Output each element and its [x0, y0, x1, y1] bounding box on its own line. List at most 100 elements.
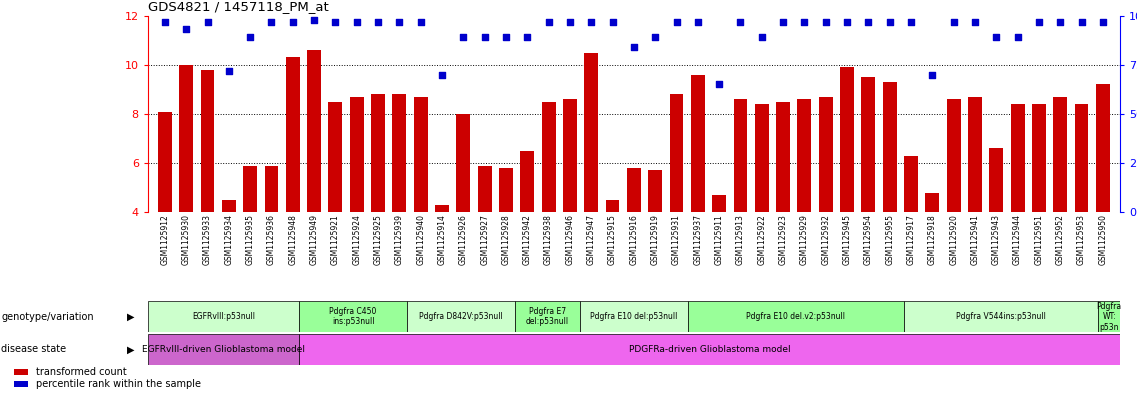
Text: GSM1125933: GSM1125933 — [204, 214, 211, 265]
Point — [219, 68, 238, 74]
Point — [966, 18, 985, 25]
Text: GSM1125945: GSM1125945 — [843, 214, 852, 265]
Text: percentile rank within the sample: percentile rank within the sample — [35, 379, 200, 389]
Bar — [840, 67, 854, 212]
Bar — [606, 200, 620, 212]
Bar — [222, 200, 235, 212]
Bar — [989, 148, 1003, 212]
Text: GSM1125952: GSM1125952 — [1056, 214, 1064, 265]
Text: GSM1125931: GSM1125931 — [672, 214, 681, 265]
Bar — [243, 165, 257, 212]
Bar — [670, 94, 683, 212]
Text: transformed count: transformed count — [35, 367, 126, 376]
Bar — [1032, 104, 1046, 212]
Text: GSM1125953: GSM1125953 — [1077, 214, 1086, 265]
Bar — [584, 53, 598, 212]
Text: GSM1125932: GSM1125932 — [821, 214, 830, 265]
Point — [348, 18, 366, 25]
Bar — [712, 195, 727, 212]
Text: Pdgfra E10 del:p53null: Pdgfra E10 del:p53null — [590, 312, 678, 321]
Bar — [691, 75, 705, 212]
Bar — [688, 301, 904, 332]
Bar — [521, 151, 534, 212]
Bar — [329, 102, 342, 212]
Text: Pdgfra C450
ins:p53null: Pdgfra C450 ins:p53null — [330, 307, 376, 327]
Point — [796, 18, 814, 25]
Bar — [15, 381, 28, 387]
Point — [561, 18, 579, 25]
Text: GSM1125927: GSM1125927 — [480, 214, 489, 265]
Text: GSM1125916: GSM1125916 — [630, 214, 638, 265]
Text: Pdgfra
WT:
p53n: Pdgfra WT: p53n — [1096, 302, 1122, 332]
Text: GSM1125947: GSM1125947 — [587, 214, 596, 265]
Point — [326, 18, 345, 25]
Bar — [371, 94, 385, 212]
Text: GSM1125950: GSM1125950 — [1098, 214, 1107, 265]
Bar — [626, 168, 641, 212]
Text: GSM1125919: GSM1125919 — [650, 214, 659, 265]
Text: EGFRvIII-driven Glioblastoma model: EGFRvIII-driven Glioblastoma model — [142, 345, 305, 354]
Text: PDGFRa-driven Glioblastoma model: PDGFRa-driven Glioblastoma model — [629, 345, 790, 354]
Point — [731, 18, 749, 25]
Point — [198, 18, 216, 25]
Bar — [968, 97, 982, 212]
Text: GSM1125949: GSM1125949 — [309, 214, 318, 265]
Bar — [947, 99, 961, 212]
Point — [305, 17, 323, 23]
Bar — [904, 301, 1098, 332]
Point — [539, 18, 557, 25]
Text: GSM1125926: GSM1125926 — [459, 214, 467, 265]
Point — [475, 34, 493, 40]
Bar — [15, 369, 28, 375]
Point — [455, 34, 473, 40]
Bar — [392, 94, 406, 212]
Bar — [307, 50, 321, 212]
Text: GSM1125924: GSM1125924 — [352, 214, 362, 265]
Text: GSM1125934: GSM1125934 — [224, 214, 233, 265]
Text: genotype/variation: genotype/variation — [1, 312, 93, 322]
Point — [433, 72, 451, 78]
Point — [497, 34, 515, 40]
Text: GSM1125936: GSM1125936 — [267, 214, 276, 265]
Bar — [180, 65, 193, 212]
Bar — [733, 99, 747, 212]
Text: GSM1125930: GSM1125930 — [182, 214, 191, 265]
Bar — [1096, 84, 1110, 212]
Bar — [414, 97, 428, 212]
Bar — [819, 97, 832, 212]
Bar — [265, 165, 279, 212]
Text: GSM1125914: GSM1125914 — [438, 214, 447, 265]
Text: Pdgfra D842V:p53null: Pdgfra D842V:p53null — [420, 312, 503, 321]
Point — [774, 18, 792, 25]
Bar — [755, 104, 769, 212]
Bar — [148, 301, 299, 332]
Point — [753, 34, 771, 40]
Text: EGFRvIII:p53null: EGFRvIII:p53null — [192, 312, 255, 321]
Bar — [515, 301, 580, 332]
Point — [709, 81, 729, 88]
Bar — [904, 156, 918, 212]
Point — [646, 34, 664, 40]
Point — [518, 34, 537, 40]
Bar — [148, 334, 299, 365]
Text: Pdgfra E7
del:p53null: Pdgfra E7 del:p53null — [526, 307, 568, 327]
Text: GSM1125917: GSM1125917 — [906, 214, 915, 265]
Point — [1094, 18, 1112, 25]
Point — [625, 44, 644, 50]
Point — [390, 18, 408, 25]
Text: GSM1125946: GSM1125946 — [565, 214, 574, 265]
Point — [902, 18, 920, 25]
Point — [860, 18, 878, 25]
Bar — [299, 301, 407, 332]
Bar — [478, 165, 491, 212]
Bar — [435, 205, 449, 212]
Text: Pdgfra V544ins:p53null: Pdgfra V544ins:p53null — [956, 312, 1046, 321]
Bar — [1011, 104, 1024, 212]
Point — [1072, 18, 1090, 25]
Bar — [350, 97, 364, 212]
Text: GSM1125929: GSM1125929 — [800, 214, 808, 265]
Text: GSM1125939: GSM1125939 — [395, 214, 404, 265]
Bar — [1074, 104, 1088, 212]
Text: GSM1125948: GSM1125948 — [289, 214, 297, 265]
Bar — [882, 82, 897, 212]
